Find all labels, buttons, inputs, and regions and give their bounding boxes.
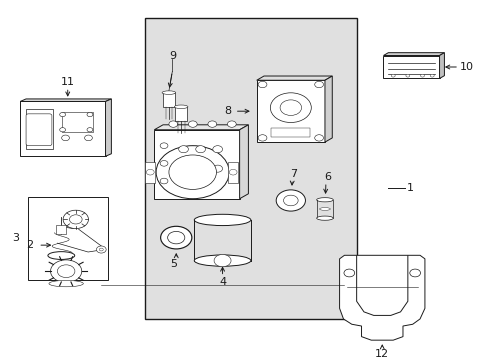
Circle shape bbox=[276, 190, 305, 211]
Ellipse shape bbox=[49, 280, 83, 287]
Ellipse shape bbox=[194, 255, 250, 266]
Circle shape bbox=[168, 121, 177, 127]
Circle shape bbox=[229, 169, 237, 175]
Polygon shape bbox=[339, 255, 424, 340]
Circle shape bbox=[60, 112, 65, 117]
Circle shape bbox=[99, 248, 103, 251]
Circle shape bbox=[270, 93, 311, 122]
Polygon shape bbox=[239, 125, 248, 199]
Circle shape bbox=[96, 246, 106, 253]
Circle shape bbox=[61, 135, 69, 141]
Polygon shape bbox=[105, 99, 111, 156]
Circle shape bbox=[195, 146, 205, 153]
Bar bbox=[144, 18, 356, 319]
Bar bbox=[145, 162, 155, 183]
Circle shape bbox=[160, 161, 167, 166]
Circle shape bbox=[188, 121, 197, 127]
Circle shape bbox=[146, 169, 154, 175]
Text: 9: 9 bbox=[168, 50, 176, 60]
Circle shape bbox=[160, 178, 167, 184]
Ellipse shape bbox=[316, 216, 332, 220]
Circle shape bbox=[409, 269, 420, 277]
Ellipse shape bbox=[316, 198, 332, 202]
Bar bbox=[61, 112, 93, 131]
Circle shape bbox=[57, 265, 75, 278]
Bar bbox=[26, 109, 53, 149]
Circle shape bbox=[84, 135, 92, 141]
Circle shape bbox=[429, 74, 433, 77]
Bar bbox=[175, 107, 186, 121]
Bar bbox=[228, 162, 238, 183]
Circle shape bbox=[212, 165, 222, 172]
Polygon shape bbox=[154, 125, 248, 130]
Text: 10: 10 bbox=[458, 62, 472, 72]
Ellipse shape bbox=[48, 252, 75, 260]
Bar bbox=[163, 93, 174, 107]
Circle shape bbox=[63, 210, 88, 229]
Text: 5: 5 bbox=[170, 259, 177, 269]
Bar bbox=[20, 102, 105, 156]
Bar bbox=[383, 55, 439, 78]
Ellipse shape bbox=[194, 214, 250, 226]
Bar bbox=[56, 225, 66, 234]
Circle shape bbox=[280, 100, 301, 116]
Text: 11: 11 bbox=[61, 77, 75, 87]
Circle shape bbox=[168, 155, 216, 189]
Text: 2: 2 bbox=[26, 240, 34, 250]
Circle shape bbox=[50, 260, 81, 283]
Circle shape bbox=[314, 81, 323, 88]
Text: 12: 12 bbox=[374, 349, 388, 359]
FancyBboxPatch shape bbox=[26, 114, 52, 146]
Text: 7: 7 bbox=[289, 169, 296, 179]
Bar bbox=[27, 197, 108, 280]
Text: 3: 3 bbox=[12, 234, 19, 243]
Circle shape bbox=[283, 195, 298, 206]
Ellipse shape bbox=[162, 91, 175, 94]
Circle shape bbox=[420, 74, 424, 77]
Polygon shape bbox=[383, 53, 444, 55]
Text: 1: 1 bbox=[406, 183, 413, 193]
Circle shape bbox=[69, 215, 82, 224]
Circle shape bbox=[160, 226, 191, 249]
Bar bbox=[271, 128, 310, 137]
Circle shape bbox=[178, 146, 188, 153]
Polygon shape bbox=[256, 76, 331, 80]
Circle shape bbox=[390, 74, 394, 77]
Polygon shape bbox=[325, 76, 331, 142]
Circle shape bbox=[405, 74, 409, 77]
Circle shape bbox=[156, 146, 229, 199]
Circle shape bbox=[195, 165, 205, 172]
Circle shape bbox=[258, 135, 266, 141]
Circle shape bbox=[343, 269, 354, 277]
Circle shape bbox=[87, 112, 93, 117]
Circle shape bbox=[214, 255, 230, 267]
Circle shape bbox=[87, 128, 93, 132]
Ellipse shape bbox=[174, 105, 187, 109]
Polygon shape bbox=[20, 99, 111, 102]
Circle shape bbox=[178, 165, 188, 172]
Bar bbox=[154, 130, 239, 199]
Circle shape bbox=[160, 143, 167, 149]
Circle shape bbox=[212, 146, 222, 153]
Ellipse shape bbox=[319, 208, 330, 210]
Circle shape bbox=[60, 128, 65, 132]
Bar bbox=[256, 80, 325, 142]
Circle shape bbox=[258, 81, 266, 88]
Circle shape bbox=[207, 121, 216, 127]
Text: 8: 8 bbox=[224, 106, 230, 116]
Text: 6: 6 bbox=[323, 172, 330, 182]
Circle shape bbox=[227, 121, 236, 127]
Circle shape bbox=[167, 231, 184, 244]
Text: 4: 4 bbox=[219, 277, 225, 287]
Polygon shape bbox=[439, 53, 444, 78]
Circle shape bbox=[314, 135, 323, 141]
